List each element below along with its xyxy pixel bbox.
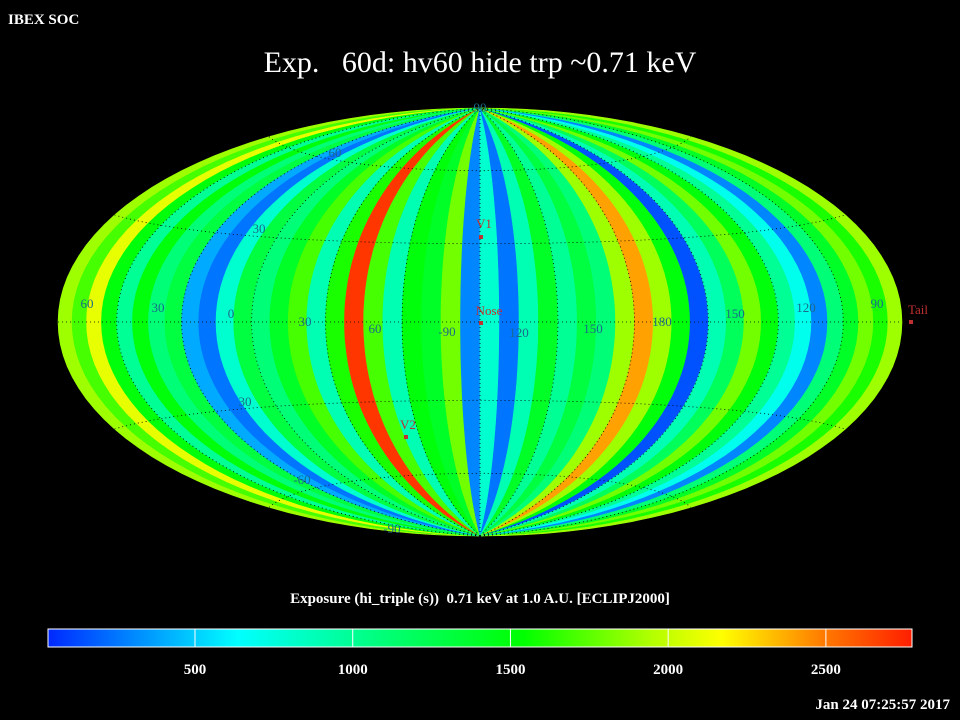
meridian: [251, 107, 481, 537]
meridian: [479, 107, 559, 537]
latitude-label: -90: [383, 521, 400, 536]
marker-dot: [479, 321, 483, 325]
parallel: [114, 214, 846, 245]
longitude-label: 150: [725, 306, 745, 321]
latitude-label: 30: [253, 221, 266, 236]
longitude-label: 30: [152, 300, 165, 315]
longitude-label: 180: [652, 314, 672, 329]
latitude-label: -60: [293, 472, 310, 487]
colorbar-tick-label: 1500: [495, 662, 525, 678]
colorbar: [47, 628, 913, 648]
longitude-label: 60: [81, 296, 94, 311]
sky-map: [57, 107, 903, 537]
marker-label: V1: [476, 216, 492, 231]
colorbar-tick-label: 1000: [338, 662, 368, 678]
marker-dot: [404, 435, 408, 439]
latitude-label: 60: [329, 145, 342, 160]
header-label: IBEX SOC: [8, 12, 79, 28]
graticule: [58, 107, 902, 537]
marker-label: Nose: [476, 303, 503, 318]
longitude-label: 30: [299, 314, 312, 329]
colorbar-label: Exposure (hi_triple (s)) 0.71 keV at 1.0…: [290, 591, 670, 607]
timestamp: Jan 24 07:25:57 2017: [815, 697, 950, 713]
colorbar-tick-label: 2000: [653, 662, 683, 678]
marker-label: V2: [400, 417, 416, 432]
longitude-label: 120: [509, 325, 529, 340]
longitude-label: -90: [438, 324, 455, 339]
latitude-label: 90: [474, 100, 487, 115]
longitude-label: 90: [871, 296, 884, 311]
meridian: [181, 107, 481, 537]
meridian: [401, 107, 481, 537]
marker-dot: [909, 320, 913, 324]
title: Exp. 60d: hv60 hide trp ~0.71 keV: [264, 46, 697, 79]
parallel: [114, 399, 846, 430]
map-labels: 60 30 0 30 60 -90 120 150 180 150 120 90 90 60 30 30 -60…: [81, 100, 929, 536]
parallel: [268, 472, 692, 508]
longitude-label: 60: [369, 321, 382, 336]
marker-label: Tail: [908, 302, 928, 317]
longitude-label: 0: [228, 306, 235, 321]
longitude-label: 120: [796, 300, 816, 315]
longitude-label: 150: [583, 321, 603, 336]
colorbar-tick-label: 500: [184, 662, 207, 678]
meridian: [116, 107, 481, 537]
colorbar-ticks: 500 1000 1500 2000 2500: [184, 629, 841, 678]
latitude-label: 30: [239, 394, 252, 409]
parallel: [268, 136, 692, 172]
meridian: [479, 107, 844, 537]
colorbar-tick-label: 2500: [811, 662, 841, 678]
marker-dot: [479, 235, 483, 239]
